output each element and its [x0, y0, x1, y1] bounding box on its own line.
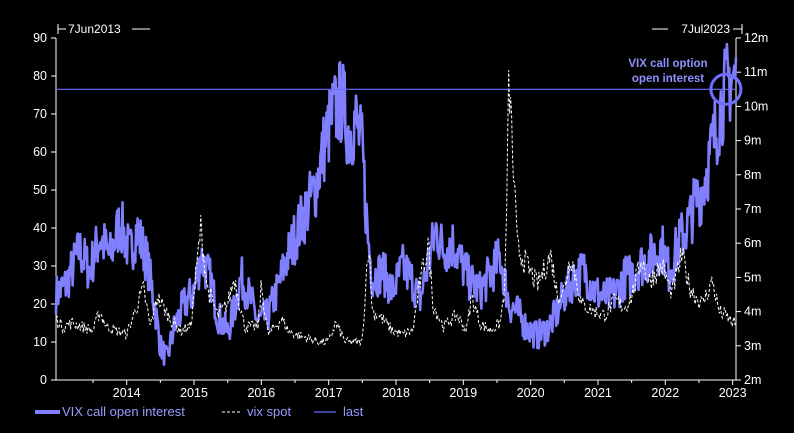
left-tick-label: 70: [33, 107, 47, 121]
right-tick-label: 10m: [744, 99, 768, 113]
end-date-label: 7Jul2023: [681, 22, 730, 36]
right-tick-label: 7m: [744, 202, 761, 216]
annotation-line-1: VIX call option: [628, 58, 707, 70]
left-tick-label: 10: [33, 335, 47, 349]
x-tick-label: 2023: [719, 386, 747, 400]
legend-label-spot: vix spot: [247, 404, 291, 419]
right-tick-label: 11m: [744, 65, 767, 79]
left-tick-label: 90: [33, 31, 47, 45]
right-tick-label: 6m: [744, 236, 761, 250]
x-tick-label: 2014: [113, 386, 141, 400]
x-tick-label: 2020: [517, 386, 545, 400]
left-tick-label: 30: [33, 259, 47, 273]
x-tick-label: 2018: [382, 386, 410, 400]
left-tick-label: 20: [33, 297, 47, 311]
annotation-line-2: open interest: [632, 73, 704, 85]
x-tick-label: 2021: [584, 386, 612, 400]
series-group: [54, 42, 743, 366]
right-tick-label: 12m: [744, 31, 768, 45]
right-tick-label: 5m: [744, 270, 761, 284]
left-tick-label: 0: [40, 373, 47, 387]
right-tick-label: 8m: [744, 168, 761, 182]
x-tick-label: 2016: [247, 386, 275, 400]
labels-group: VIX call option open interest 7Jun2013 7Jul…: [35, 22, 743, 419]
left-tick-label: 40: [33, 221, 47, 235]
left-tick-label: 50: [33, 183, 47, 197]
x-tick-label: 2022: [651, 386, 679, 400]
start-date-label: 7Jun2013: [68, 22, 121, 36]
legend-label-last: last: [343, 404, 364, 419]
legend-label-oi: VIX call open interest: [62, 404, 185, 419]
highlight-circle: [709, 72, 743, 106]
x-tick-label: 2019: [449, 386, 477, 400]
axes-group: 0 10 20 30 40 50 60 70 80 90 2m 3m 4m 5m 6m 7m 8m 9m 10m 11…: [33, 31, 768, 400]
left-tick-label: 80: [33, 69, 47, 83]
right-tick-label: 2m: [744, 373, 761, 387]
right-tick-label: 3m: [744, 339, 761, 353]
right-tick-label: 4m: [744, 305, 761, 319]
series-vix-call-open-interest: [54, 42, 738, 366]
x-tick-label: 2017: [315, 386, 343, 400]
left-tick-label: 60: [33, 145, 47, 159]
right-tick-label: 9m: [744, 134, 761, 148]
x-tick-label: 2015: [180, 386, 208, 400]
series-vix-spot: [55, 70, 736, 347]
